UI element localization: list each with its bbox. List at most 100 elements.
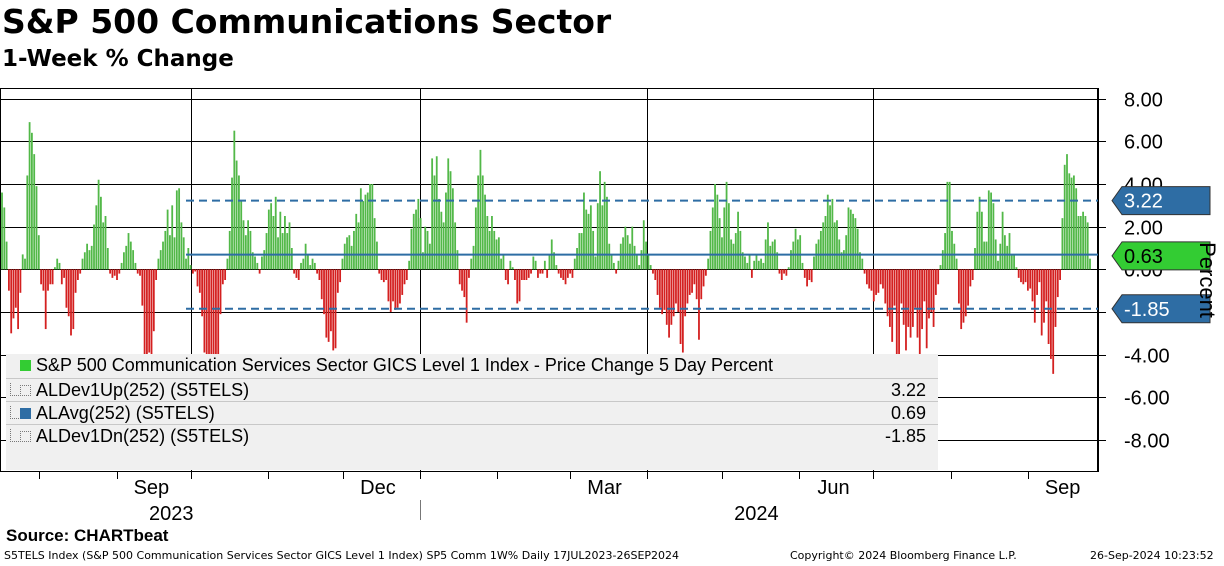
y-tick-label: 8.00 [1124,90,1163,112]
bar [93,224,95,270]
bar [734,233,737,270]
bar [911,269,914,327]
bar [295,269,298,278]
bar [978,196,981,270]
bar [842,250,845,270]
bar [5,241,8,270]
bar [511,267,514,270]
legend-row-price-change[interactable]: S&P 500 Communication Services Sector GI… [6,354,938,377]
bar [941,250,944,270]
bar [905,269,907,351]
bar [431,158,434,270]
bar [928,269,930,319]
legend-row-avg[interactable]: ALAvg(252) (S5TELS) 0.69 [6,401,938,425]
bar [37,235,40,270]
bar [741,252,744,270]
bar [192,269,194,274]
bar [182,237,185,270]
bar [479,149,482,270]
bar [364,194,367,270]
bar [470,258,473,270]
bar [461,269,463,291]
bar [702,269,705,287]
bar [626,235,629,270]
bar [51,269,54,285]
bar [916,269,919,338]
bar [578,233,581,270]
bar [382,269,385,283]
bar [564,269,567,285]
bar [888,269,891,327]
bar [661,269,664,315]
bar [785,269,788,276]
bar [592,230,595,270]
legend-row-dev-up[interactable]: ALDev1Up(252) (S5TELS) 3.22 [6,378,938,402]
bar [313,262,316,270]
bar [649,265,652,270]
bar [960,269,963,330]
bar [679,269,682,344]
legend-label: ALDev1Dn(252) (S5TELS) [36,426,250,446]
bar [930,269,933,312]
chart-subtitle: 1-Week % Change [2,46,234,72]
bar [106,248,109,270]
bar [769,245,772,270]
bar [681,269,684,353]
bar [343,243,346,270]
bar [1068,173,1071,270]
bar [819,230,822,270]
bar [477,175,480,270]
x-year-label: 2024 [734,503,779,520]
bar [210,269,213,368]
bar [990,192,992,270]
bar [612,262,615,270]
bar [787,267,790,270]
bar [893,269,896,306]
bar [203,269,206,353]
bar [267,209,270,270]
bar [1045,269,1048,302]
bar [861,258,864,270]
bar [320,269,323,300]
bar [507,269,509,285]
bar [944,233,946,270]
bar [169,235,171,270]
bar [166,209,169,270]
bar [932,269,935,327]
legend-row-dev-down[interactable]: ALDev1Dn(252) (S5TELS) -1.85 [6,424,938,448]
bar [723,207,726,270]
bar [1026,269,1029,291]
bar [293,269,296,274]
y-tick-label: 2.00 [1124,218,1163,240]
bar [1047,269,1050,344]
bar [663,269,666,310]
bar [1,192,3,270]
bar [104,216,107,270]
bar [1010,254,1013,270]
bar [111,269,114,278]
bar [865,269,868,285]
bar [86,243,89,270]
chart-title: S&P 500 Communications Sector [2,2,612,41]
bar [194,269,197,272]
legend-value: 0.69 [890,403,926,423]
bar [392,269,394,302]
bar [17,269,20,330]
bar [474,207,477,270]
bar [502,254,505,270]
bar [141,269,144,306]
bar [228,230,231,270]
bar [569,269,572,274]
bar [748,254,751,270]
bar [534,260,537,270]
bar [484,194,486,270]
bar [1015,267,1018,270]
bar [445,192,447,270]
bar [173,237,176,270]
bar [279,211,282,270]
bar [251,252,254,270]
bar [33,154,36,270]
bar [54,267,56,270]
bar [642,220,645,270]
tree-branch-icon [10,406,19,419]
